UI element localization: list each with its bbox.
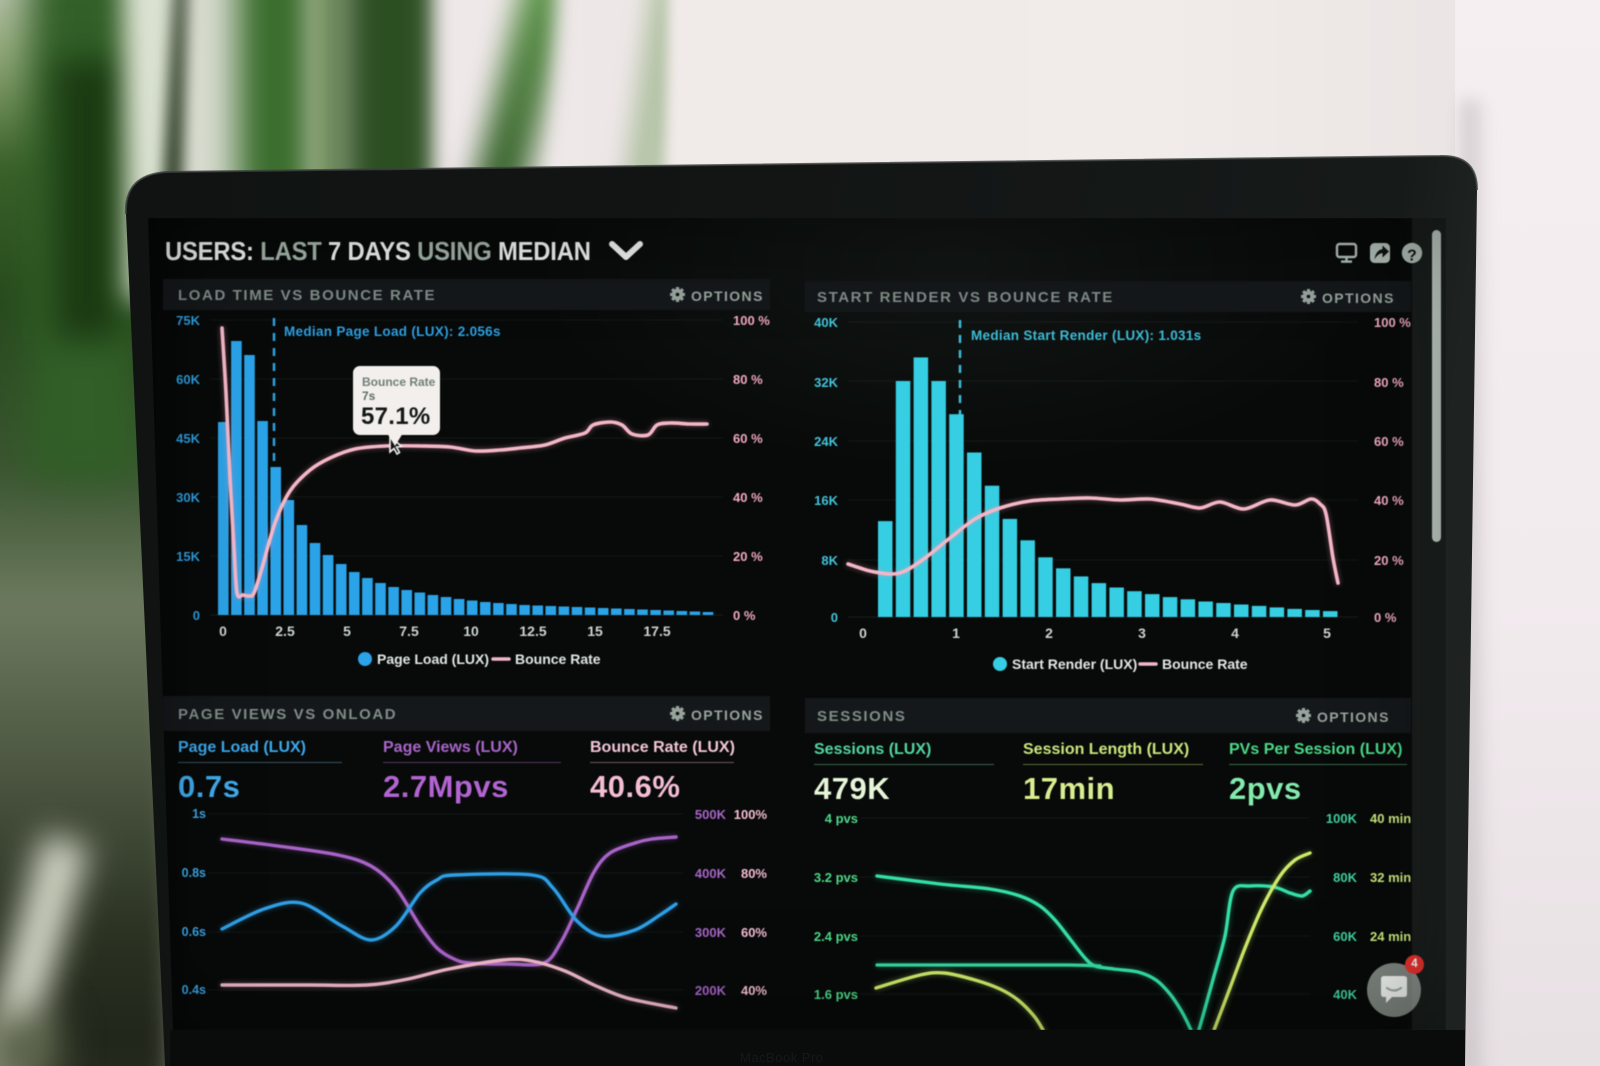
svg-text:?: ? (1407, 248, 1416, 265)
